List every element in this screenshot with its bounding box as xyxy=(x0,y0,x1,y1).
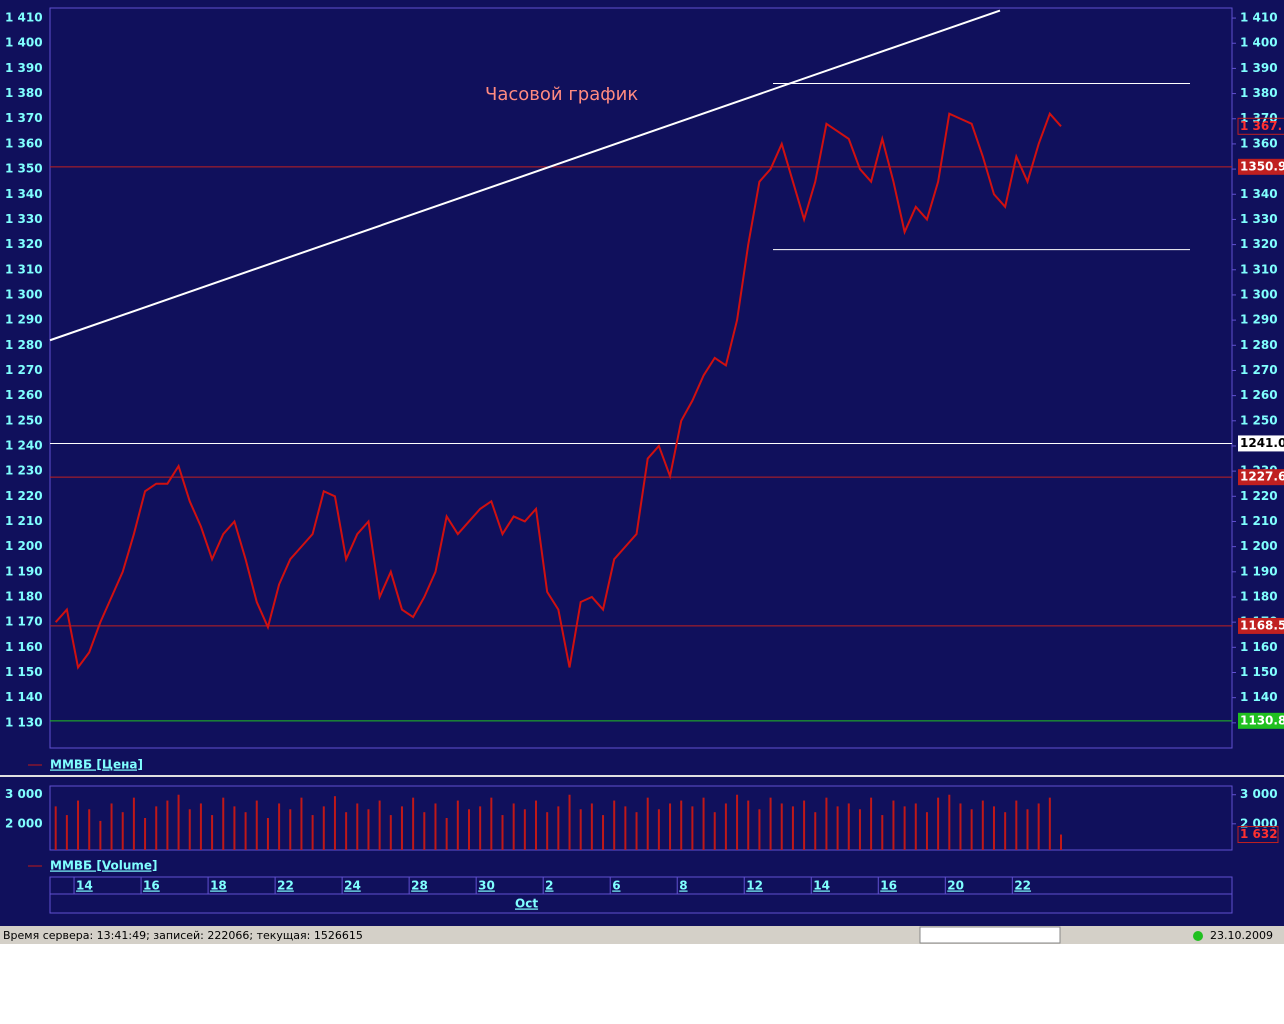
y-tick-label: 1 230 xyxy=(5,464,43,478)
level-label: 1241.0 xyxy=(1240,436,1284,450)
y-tick-label: 1 250 xyxy=(1240,413,1278,427)
x-tick-label: 20 xyxy=(947,879,964,893)
y-tick-label: 1 360 xyxy=(5,136,43,150)
x-tick-label: 24 xyxy=(344,879,361,893)
x-tick-label: 28 xyxy=(411,879,428,893)
y-tick-label: 1 140 xyxy=(1240,690,1278,704)
y-tick-label: 1 270 xyxy=(1240,363,1278,377)
level-label: 1130.8 xyxy=(1240,713,1284,727)
y-tick-label: 1 220 xyxy=(1240,489,1278,503)
last-price-box xyxy=(1237,117,1284,135)
level-label: 1350.9 xyxy=(1240,159,1284,173)
y-tick-label: 1 300 xyxy=(1240,287,1278,301)
legend-volume[interactable]: ММВБ [Volume] xyxy=(50,859,158,873)
y-tick-label: 1 390 xyxy=(1240,61,1278,75)
y-tick-label: 1 260 xyxy=(5,388,43,402)
y-tick-label: 1 400 xyxy=(1240,36,1278,50)
x-tick-label: 22 xyxy=(277,879,294,893)
x-tick-label: 18 xyxy=(210,879,227,893)
y-tick-label: 1 200 xyxy=(5,539,43,553)
y-tick-label: 1 340 xyxy=(1240,187,1278,201)
x-tick-label: 12 xyxy=(746,879,763,893)
y-tick-label: 1 360 xyxy=(1240,136,1278,150)
y-tick-label: 1 380 xyxy=(5,86,43,100)
y-tick-label: 1 180 xyxy=(5,589,43,603)
annotation: Часовой график xyxy=(485,84,638,105)
legend-price[interactable]: ММВБ [Цена] xyxy=(50,758,143,772)
x-tick-label: 14 xyxy=(76,879,93,893)
y-tick-label: 1 240 xyxy=(5,438,43,452)
level-label: 1227.6 xyxy=(1240,470,1284,484)
last-price-label: 1 367. xyxy=(1240,119,1282,133)
volume-pane xyxy=(49,785,1233,851)
y-tick-label: 3 000 xyxy=(1240,787,1278,801)
y-tick-label: 1 380 xyxy=(1240,86,1278,100)
y-tick-label: 1 250 xyxy=(5,413,43,427)
y-tick-label: 1 340 xyxy=(5,187,43,201)
y-tick-label: 1 300 xyxy=(5,287,43,301)
y-tick-label: 1 280 xyxy=(5,338,43,352)
y-tick-label: 1 260 xyxy=(1240,388,1278,402)
x-tick-label: 16 xyxy=(880,879,897,893)
y-tick-label: 1 160 xyxy=(1240,640,1278,654)
y-tick-label: 1 210 xyxy=(5,514,43,528)
trend-line xyxy=(49,9,1001,342)
y-tick-label: 1 310 xyxy=(1240,262,1278,276)
y-tick-label: 1 220 xyxy=(5,489,43,503)
x-tick-label: 2 xyxy=(545,879,553,893)
y-tick-label: 2 000 xyxy=(5,816,43,830)
y-tick-label: 1 150 xyxy=(5,665,43,679)
y-tick-label: 1 310 xyxy=(5,262,43,276)
level-label-box xyxy=(1238,712,1284,729)
x-tick-label: 22 xyxy=(1014,879,1031,893)
y-tick-label: 1 370 xyxy=(5,111,43,125)
price-pane xyxy=(49,7,1233,749)
y-tick-label: 1 200 xyxy=(1240,539,1278,553)
y-tick-label: 1 290 xyxy=(5,313,43,327)
level-label-box xyxy=(1238,435,1284,452)
status-text: Время сервера: 13:41:49; записей: 222066… xyxy=(3,929,363,942)
y-tick-label: 1 410 xyxy=(5,11,43,25)
x-tick-label: 16 xyxy=(143,879,160,893)
last-volume-label: 1 632 xyxy=(1240,827,1278,841)
y-tick-label: 1 270 xyxy=(5,363,43,377)
y-tick-label: 1 190 xyxy=(5,564,43,578)
y-tick-label: 1 400 xyxy=(5,36,43,50)
month-label: Oct xyxy=(515,897,538,911)
level-label-box xyxy=(1238,158,1284,175)
status-date: 23.10.2009 xyxy=(1210,929,1273,942)
connection-indicator xyxy=(1193,931,1203,941)
x-tick-label: 6 xyxy=(612,879,620,893)
y-tick-label: 1 330 xyxy=(5,212,43,226)
y-tick-label: 1 180 xyxy=(1240,589,1278,603)
level-label: 1168.5 xyxy=(1240,618,1284,632)
level-label-box xyxy=(1238,469,1284,486)
y-tick-label: 1 130 xyxy=(5,715,43,729)
x-tick-label: 30 xyxy=(478,879,495,893)
y-tick-label: 3 000 xyxy=(5,787,43,801)
chart-background xyxy=(0,0,1284,926)
last-volume-box xyxy=(1237,826,1279,844)
y-tick-label: 1 390 xyxy=(5,61,43,75)
y-tick-label: 1 330 xyxy=(1240,212,1278,226)
y-tick-label: 1 410 xyxy=(1240,11,1278,25)
y-tick-label: 1 190 xyxy=(1240,564,1278,578)
price-line xyxy=(54,111,1062,670)
status-field xyxy=(919,926,1061,944)
y-tick-label: 1 150 xyxy=(1240,665,1278,679)
y-tick-label: 1 210 xyxy=(1240,514,1278,528)
y-tick-label: 1 320 xyxy=(1240,237,1278,251)
y-tick-label: 1 320 xyxy=(5,237,43,251)
y-tick-label: 1 170 xyxy=(5,615,43,629)
x-tick-label: 8 xyxy=(679,879,687,893)
y-tick-label: 1 350 xyxy=(5,162,43,176)
y-tick-label: 1 140 xyxy=(5,690,43,704)
y-tick-label: 1 280 xyxy=(1240,338,1278,352)
x-tick-label: 14 xyxy=(813,879,830,893)
y-tick-label: 1 290 xyxy=(1240,313,1278,327)
level-label-box xyxy=(1238,617,1284,634)
time-axis xyxy=(49,876,1233,914)
y-tick-label: 1 160 xyxy=(5,640,43,654)
